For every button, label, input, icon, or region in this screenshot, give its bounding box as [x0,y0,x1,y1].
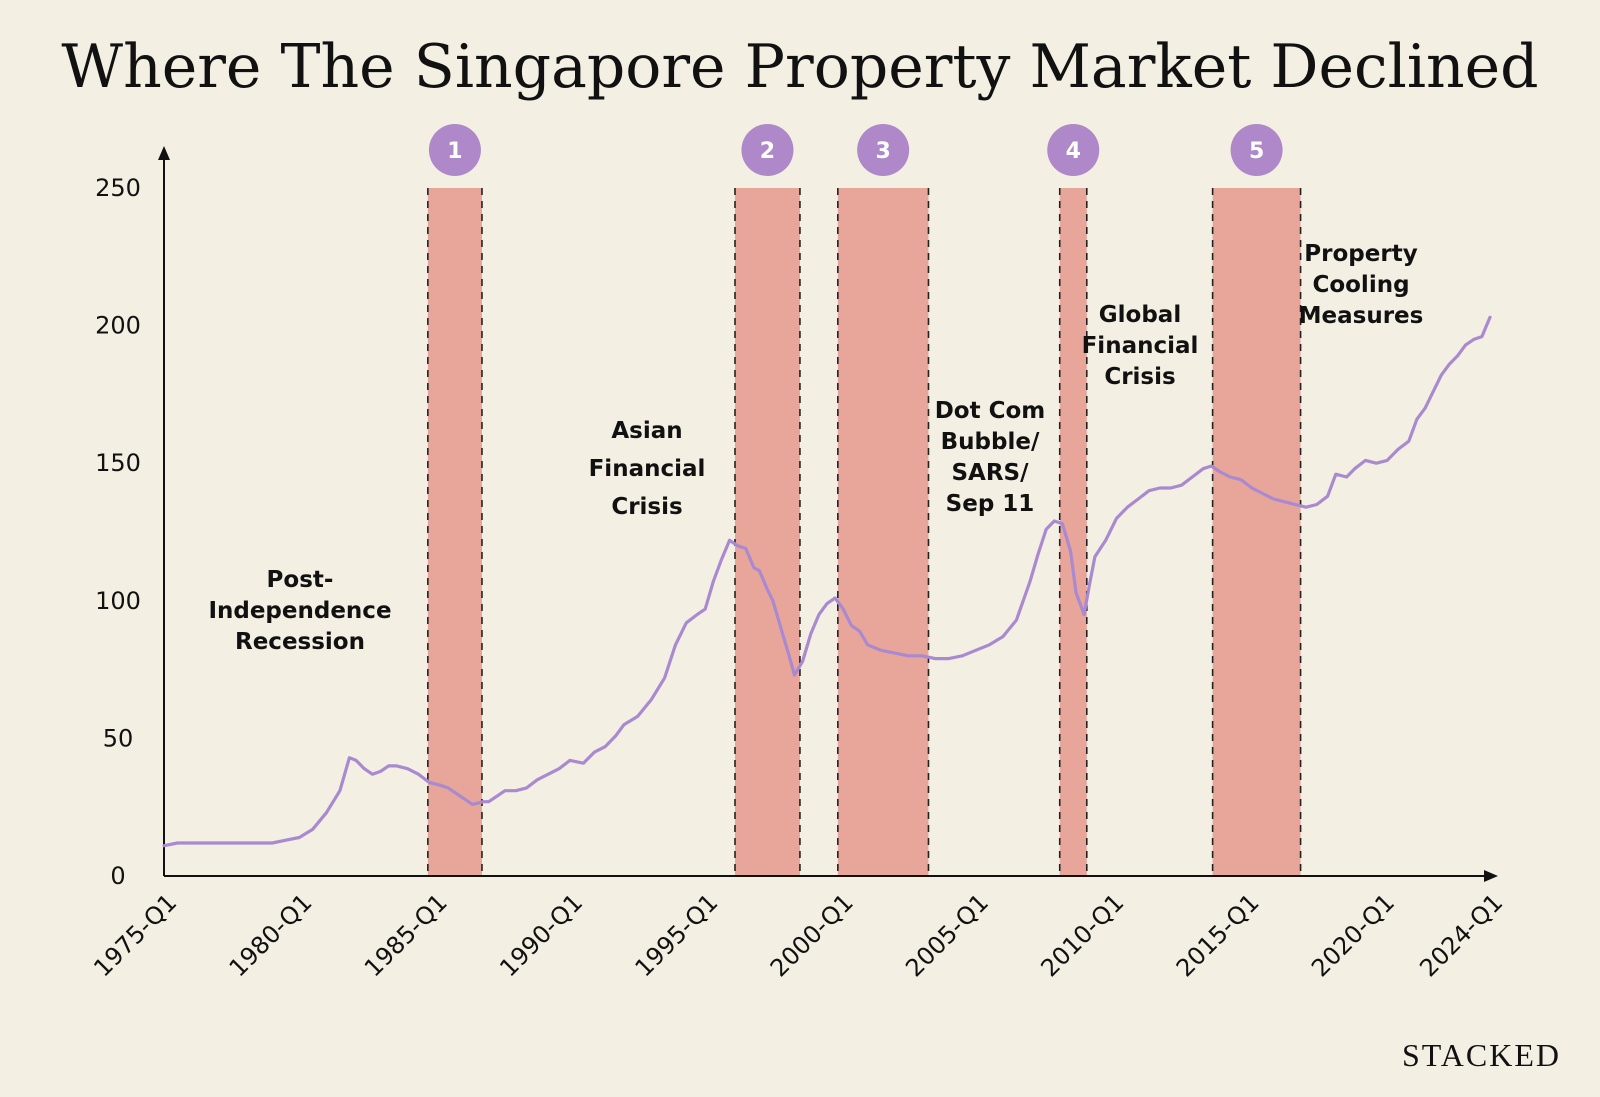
series-lines [162,315,1492,848]
badge-number-4: 4 [1066,139,1081,164]
x-tick-label-1980-Q1: 1980-Q1 [224,888,318,982]
annotation-post-independence-line-3: Recession [235,629,365,655]
x-tick-label-1975-Q1: 1975-Q1 [88,888,182,982]
x-tick-label-2020-Q1: 2020-Q1 [1306,888,1400,982]
x-axis-ticks: 1975-Q1 1980-Q1 1985-Q1 1990-Q1 1995-Q1 2000-… [88,888,1508,982]
y-tick-label-200: 200 [95,312,141,340]
y-tick-label-50: 50 [103,724,134,752]
annotation-dot-com-line-1: Dot Com [935,398,1046,424]
annotation-property-cooling-line-1: Property [1304,241,1417,267]
annotation-asian-financial-crisis-line-1: Asian [611,418,682,444]
x-tick-label-2005-Q1: 2005-Q1 [900,888,994,982]
y-tick-label-0: 0 [110,862,125,890]
x-tick-label-1995-Q1: 1995-Q1 [630,888,724,982]
decline-period-1 [427,188,482,876]
x-tick-label-2010-Q1: 2010-Q1 [1035,888,1129,982]
decline-period-2 [734,188,800,876]
annotation-property-cooling-line-2: Cooling [1312,272,1409,298]
series-line-0 [162,315,1492,848]
x-axis-arrow [1484,870,1498,882]
badge-circle-1 [428,124,481,176]
badge-circle-3 [857,124,910,176]
annotation-dot-com-line-3: SARS/ [951,460,1029,486]
x-tick-label-2000-Q1: 2000-Q1 [765,888,859,982]
annotation-post-independence: Post- Independence Recession [208,567,391,655]
annotation-asian-financial-crisis-line-2: Financial [589,456,706,482]
annotation-dot-com-line-2: Bubble/ [941,429,1040,455]
badge-number-2: 2 [760,139,775,164]
annotations: Post- Independence Recession Asian Financial… [208,241,1423,655]
y-axis-ticks: 0 50 100 150 200 250 [95,174,141,890]
badge-circle-2 [741,124,794,176]
x-tick-label-1985-Q1: 1985-Q1 [359,888,453,982]
y-tick-label-250: 250 [95,174,141,202]
x-tick-label-1990-Q1: 1990-Q1 [494,888,588,982]
y-axis-arrow [158,146,170,160]
annotation-global-financial-crisis-line-3: Crisis [1104,364,1175,390]
annotation-property-cooling-line-3: Measures [1299,303,1424,329]
period-badges: 1 2 3 4 5 [428,124,1283,176]
annotation-asian-financial-crisis-line-3: Crisis [611,494,682,520]
y-tick-label-100: 100 [95,587,141,615]
annotation-asian-financial-crisis: Asian Financial Crisis [589,418,706,520]
chart-title: Where The Singapore Property Market Decl… [61,32,1538,102]
decline-periods [427,188,1302,876]
badge-number-1: 1 [447,139,462,164]
y-tick-label-150: 150 [95,449,141,477]
annotation-post-independence-line-2: Independence [208,598,391,624]
x-tick-label-2015-Q1: 2015-Q1 [1171,888,1265,982]
badge-circle-5 [1230,124,1283,176]
annotation-post-independence-line-1: Post- [267,567,334,593]
annotation-dot-com: Dot Com Bubble/SARS/Sep 11 [935,398,1046,517]
annotation-property-cooling: Property Cooling Measures [1299,241,1424,329]
annotation-global-financial-crisis-line-2: Financial [1082,333,1199,359]
decline-period-3 [837,188,929,876]
decline-period-5 [1212,188,1301,876]
annotation-dot-com-line-4: Sep 11 [946,491,1035,517]
badge-number-3: 3 [875,139,890,164]
brand-logo: STACKED [1402,1037,1561,1073]
badge-number-5: 5 [1249,139,1264,164]
annotation-global-financial-crisis-line-1: Global [1099,302,1181,328]
badge-circle-4 [1047,124,1100,176]
x-tick-label-2024-Q1: 2024-Q1 [1414,888,1508,982]
annotation-global-financial-crisis: Global Financial Crisis [1082,302,1199,390]
axes [158,146,1498,882]
